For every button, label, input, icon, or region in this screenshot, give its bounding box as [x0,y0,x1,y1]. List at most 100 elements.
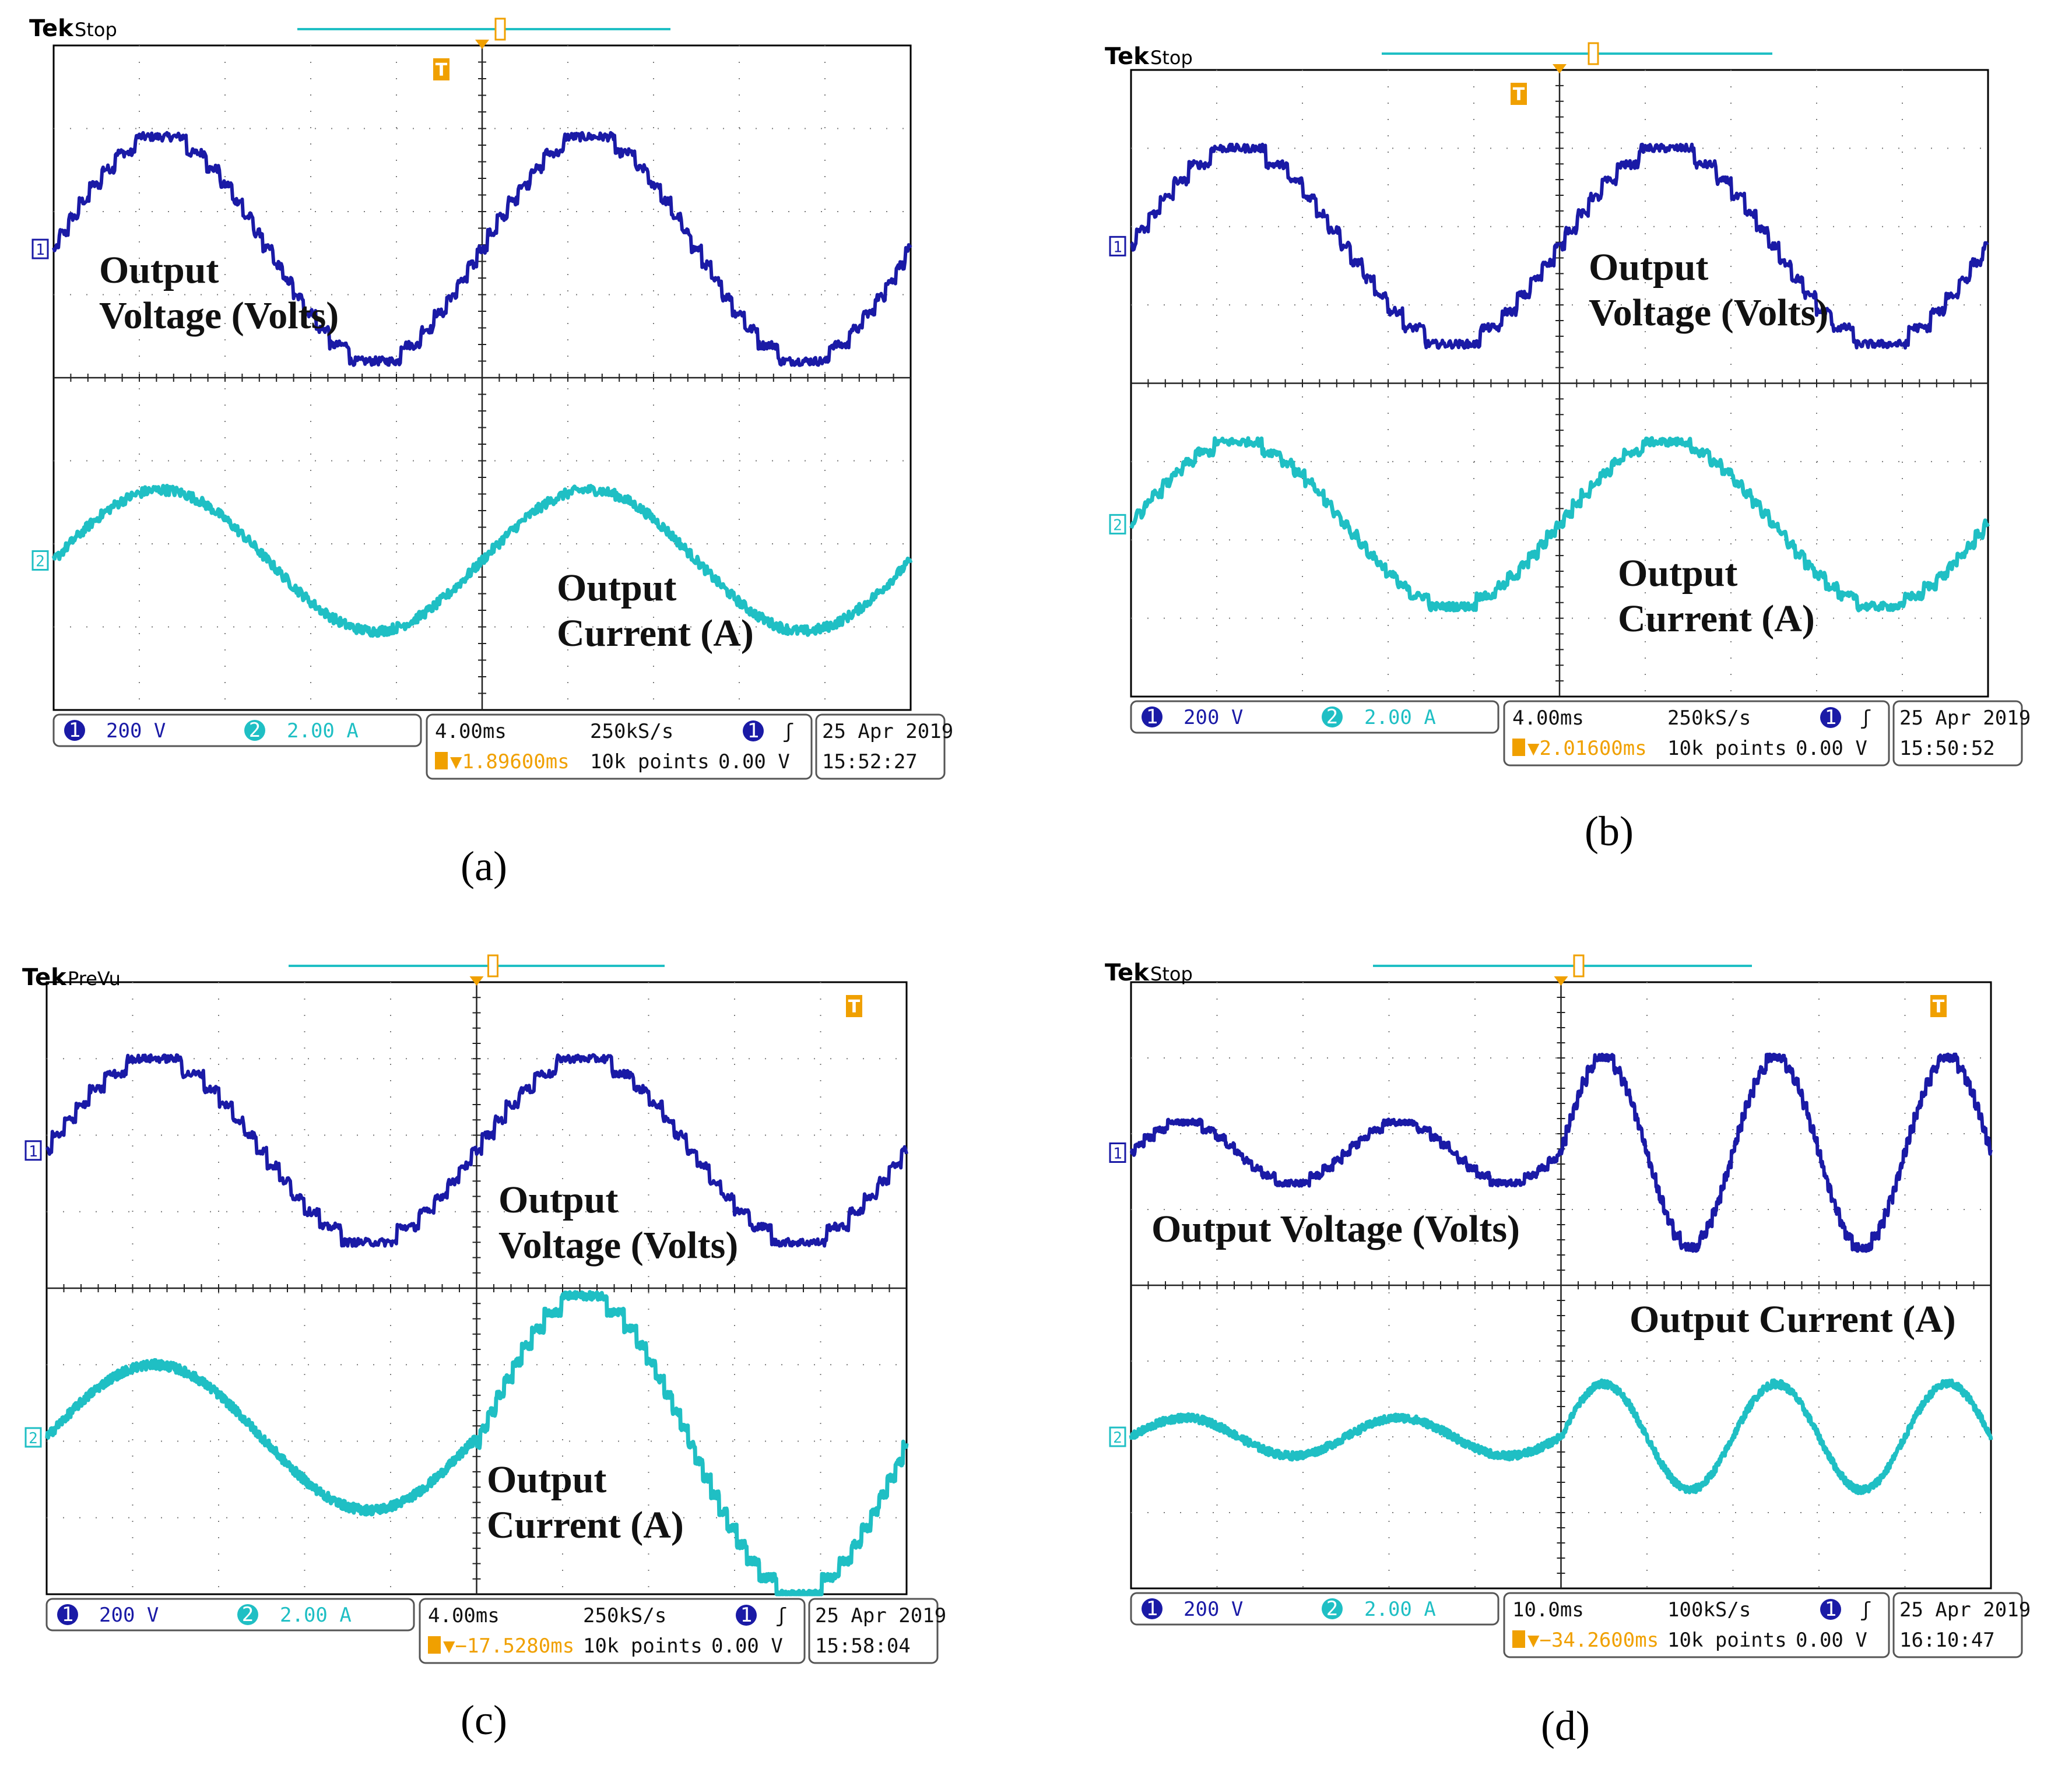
ch2-marker-icon [1109,1426,1126,1447]
ch1-number: 1 [1146,705,1158,729]
ch2-marker-icon-label: 2 [1113,516,1122,534]
scope-run-status: PreVu [68,968,121,990]
record-window-marker [1573,954,1585,978]
record-window-marker [487,954,498,978]
trigger-level-label: T [1933,997,1945,1017]
series-line-ch1 [1559,1052,1993,1253]
trigger-slope-icon: ʃ [1860,706,1871,730]
series-line-ch2 [475,1290,909,1597]
ch2-marker-icon-label: 2 [1113,1429,1122,1447]
timebase: 10.0ms [1512,1598,1584,1622]
waveform-annotation: Voltage (Volts) [1589,291,1828,334]
timebase: 4.00ms [1512,706,1584,730]
trigger-level-label: T [436,60,448,80]
waveform-annotation: Output [1618,552,1737,595]
trigger-slope-icon: ʃ [1860,1598,1871,1622]
waveform-annotation: Output Voltage (Volts) [1151,1208,1520,1250]
ch2-number: 2 [242,1603,254,1626]
ch1-marker-icon-label: 1 [1113,1145,1122,1163]
series-line-ch2 [45,1358,479,1517]
trigger-level-icon [433,58,449,80]
ch1-badge-icon [1142,706,1163,727]
scope-panel-4: Output Voltage (Volts) Output Current (A)… [1105,954,2031,1749]
timebase: 4.00ms [428,1604,500,1627]
ch1-marker-icon-label: 1 [1113,238,1122,256]
series-line-ch2 [1129,436,1990,613]
trigger-level: 0.00 V [718,750,790,774]
waveform-annotation: Output [498,1179,618,1221]
ch2-number: 2 [1326,705,1338,729]
scope-brand: Tek [22,964,67,991]
waveform-annotation: Current (A) [1618,597,1815,640]
ch1-marker-icon [1109,235,1126,256]
capture-date: 25 Apr 2019 [1899,706,2031,730]
ch1-number: 1 [69,719,80,742]
trigger-position: ▼−34.2600ms [1527,1629,1659,1652]
trigger-level-label: T [1513,85,1525,105]
ch2-marker-icon-label: 2 [29,1430,38,1447]
capture-date: 25 Apr 2019 [822,720,953,743]
trigger-source-icon [743,720,764,741]
ch1-marker-icon [24,1140,42,1161]
ch2-scale: 2.00 A [1364,1598,1436,1621]
series-line-ch1 [1130,142,1989,350]
sample-rate: 250kS/s [1667,706,1751,730]
record-window-marker [1588,42,1599,65]
ch1-badge-icon [1142,1598,1163,1619]
trigger-level-label: T [848,997,861,1017]
panel-caption: (d) [1541,1703,1590,1749]
record-length: 10k points [590,750,710,774]
datetime-box [808,1598,939,1664]
ch1-number: 1 [62,1603,73,1626]
ch1-scale: 200 V [1184,706,1243,729]
timebase: 4.00ms [435,720,507,743]
datetime-box [1892,1592,2023,1658]
ch2-badge-icon [1322,1598,1343,1619]
record-length: 10k points [1667,737,1787,760]
ch2-scale: 2.00 A [280,1604,352,1627]
capture-date: 25 Apr 2019 [815,1604,946,1627]
series-line-ch2 [51,484,913,638]
trigger-position: ▼2.01600ms [1527,737,1647,760]
capture-time: 15:58:04 [815,1634,911,1658]
channel-scale-box [45,1598,415,1632]
waveform-annotation: Current (A) [487,1504,684,1546]
channel-scale-box [1130,1592,1499,1626]
trigger-level: 0.00 V [1796,737,1867,760]
trigger-position-icon [1553,64,1567,73]
acquisition-box [426,713,813,780]
waveform-annotation: Voltage (Volts) [99,294,339,337]
trigger-source-icon [1820,707,1841,728]
waveform-annotation: Output [557,567,676,609]
ch1-badge-icon [64,720,85,741]
capture-date: 25 Apr 2019 [1899,1598,2031,1622]
trigger-t-icon [435,752,448,769]
trigger-level-icon [1930,995,1947,1017]
waveform-annotation: Output Current (A) [1629,1298,1956,1341]
ch2-marker-icon [31,550,49,571]
ch2-badge-icon [237,1604,258,1625]
acquisition-box [1503,1592,1890,1658]
ch2-number: 2 [249,719,261,742]
trigger-slope-icon: ʃ [782,720,794,743]
trigger-position-icon [469,976,484,986]
trigger-t-icon [428,1636,441,1654]
ch2-badge-icon [1322,706,1343,727]
capture-time: 15:52:27 [822,750,918,774]
ch2-scale: 2.00 A [287,719,359,743]
scope-brand: Tek [1105,959,1150,986]
waveform-annotation: Output [99,249,219,291]
trigger-position: ▼1.89600ms [450,750,570,774]
capture-time: 15:50:52 [1899,737,1995,760]
scope-run-status: Stop [1150,963,1193,985]
trigger-slope-icon: ʃ [775,1604,787,1627]
trigger-level: 0.00 V [1796,1629,1867,1652]
ch2-badge-icon [244,720,265,741]
ch2-marker-icon-label: 2 [36,553,45,571]
series-line-ch1 [52,131,912,367]
ch1-marker-icon-label: 1 [29,1143,38,1161]
record-length: 10k points [1667,1629,1787,1652]
acquisition-box [419,1598,806,1664]
ch1-marker-icon-label: 1 [36,241,45,259]
trigger-source-icon [1820,1599,1841,1620]
